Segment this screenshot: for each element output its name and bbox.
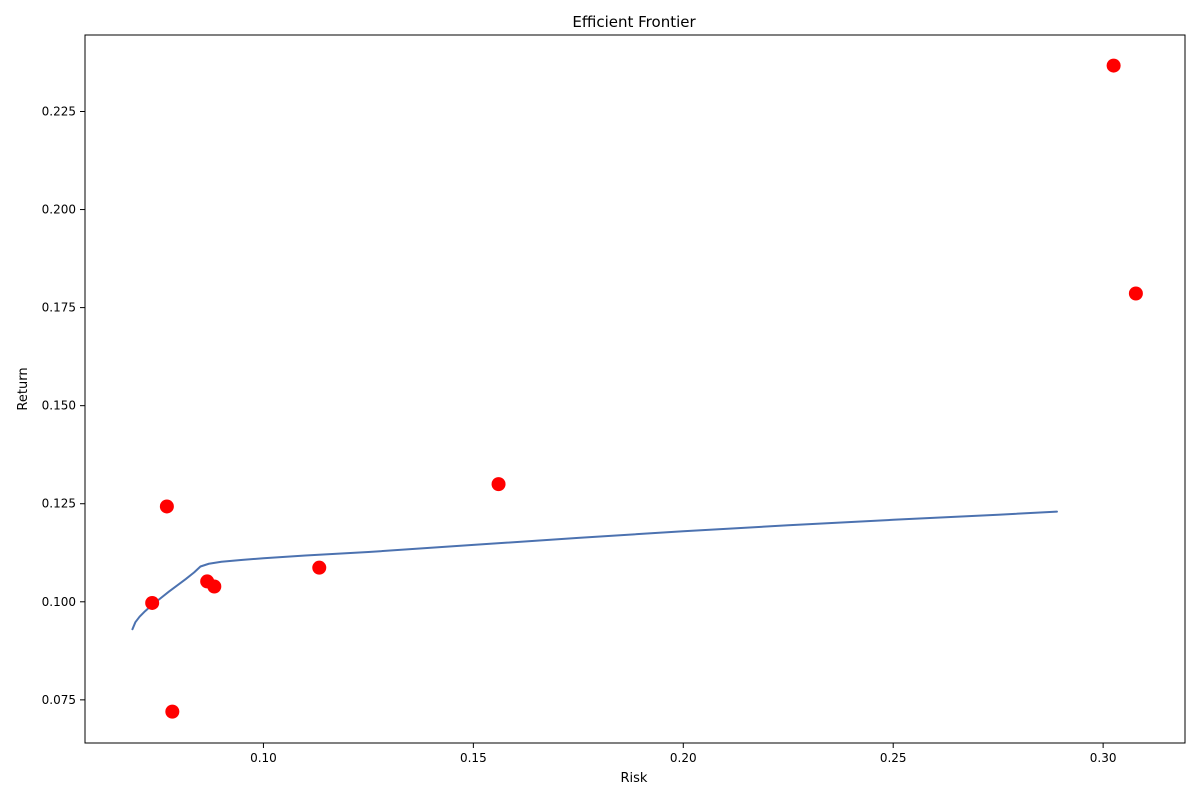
asset-point-9 [1128,286,1143,301]
y-tick-label-4: 0.150 [42,399,76,413]
x-tick-label-4: 0.25 [880,751,907,765]
asset-point-2 [159,499,174,514]
asset-point-3 [165,704,180,719]
y-axis: 0.075 0.100 0.125 0.150 0.175 0.200 0.225 [42,104,85,707]
y-tick-label-2: 0.100 [42,595,76,609]
x-tick-label-1: 0.10 [250,751,277,765]
plot-frame [84,34,1186,744]
asset-point-5 [207,579,222,594]
y-tick-label-6: 0.200 [42,203,76,217]
asset-point-6 [312,560,327,575]
asset-point-7 [491,477,506,492]
plot-area [84,34,1186,744]
x-tick-label-2: 0.15 [460,751,487,765]
x-tick-label-5: 0.30 [1090,751,1117,765]
asset-point-1 [145,595,160,610]
y-tick-label-7: 0.225 [42,104,76,118]
x-axis-label: Risk [621,771,648,786]
y-axis-label: Return [16,367,31,410]
y-tick-label-3: 0.125 [42,497,76,511]
y-tick-label-1: 0.075 [42,693,76,707]
chart-title: Efficient Frontier [572,13,696,31]
x-axis: 0.10 0.15 0.20 0.25 0.30 [250,743,1116,765]
x-tick-label-3: 0.20 [670,751,697,765]
efficient-frontier-line [131,510,1058,631]
y-tick-label-5: 0.175 [42,301,76,315]
asset-point-8 [1106,58,1121,73]
